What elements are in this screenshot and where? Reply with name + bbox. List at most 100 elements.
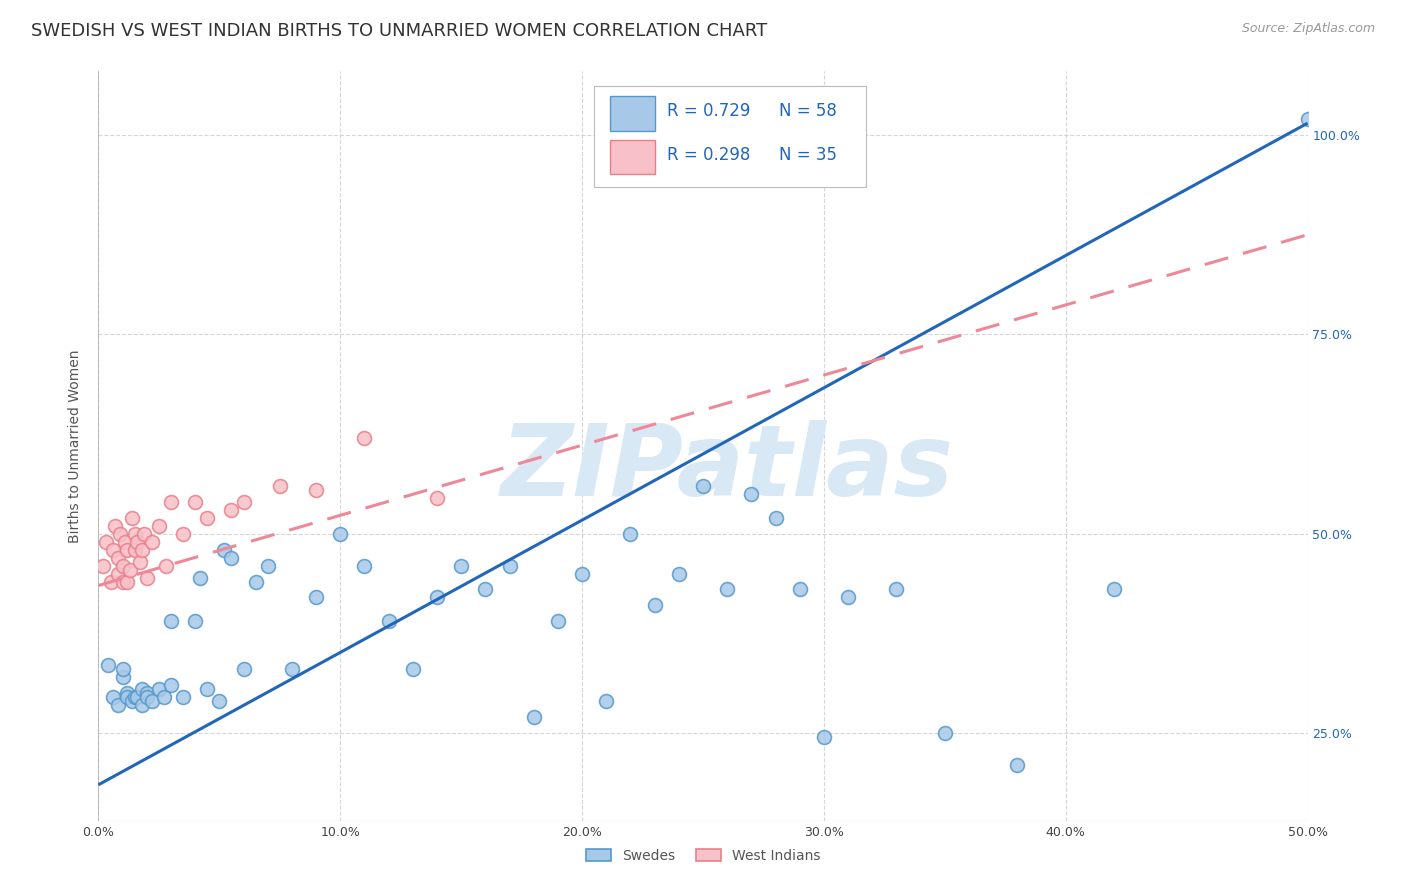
FancyBboxPatch shape [610, 96, 655, 130]
Point [97, 658, 120, 673]
Point [104, 518, 127, 533]
Text: SWEDISH VS WEST INDIAN BIRTHS TO UNMARRIED WOMEN CORRELATION CHART: SWEDISH VS WEST INDIAN BIRTHS TO UNMARRI… [31, 22, 768, 40]
Point [1102, 582, 1125, 597]
Point [188, 570, 211, 584]
Point [117, 542, 139, 557]
FancyBboxPatch shape [610, 139, 655, 174]
Point [107, 698, 129, 712]
Point [107, 550, 129, 565]
Point [547, 615, 569, 629]
Point [100, 574, 122, 589]
Point [134, 526, 156, 541]
Point [128, 555, 150, 569]
Point [668, 566, 690, 581]
Point [148, 682, 170, 697]
Point [789, 582, 811, 597]
Point [148, 518, 170, 533]
Point [305, 591, 328, 605]
Text: N = 35: N = 35 [779, 145, 837, 163]
Point [474, 582, 496, 597]
Point [256, 558, 278, 573]
Point [195, 510, 218, 524]
Point [571, 566, 593, 581]
Point [232, 662, 254, 676]
Point [184, 495, 207, 509]
Point [114, 534, 136, 549]
Point [117, 686, 139, 700]
Point [108, 526, 131, 541]
Legend: Swedes, West Indians: Swedes, West Indians [579, 842, 827, 870]
Point [692, 479, 714, 493]
Point [131, 542, 153, 557]
Point [101, 542, 124, 557]
Point [934, 726, 956, 740]
Point [837, 591, 859, 605]
Point [269, 479, 291, 493]
Point [117, 690, 139, 704]
Point [1296, 112, 1319, 127]
Point [101, 690, 124, 704]
Point [184, 615, 207, 629]
Point [135, 690, 157, 704]
Point [141, 694, 163, 708]
Point [111, 662, 134, 676]
Point [221, 550, 243, 565]
Point [135, 686, 157, 700]
Point [595, 694, 617, 708]
Point [426, 591, 449, 605]
Text: ZIPatlas: ZIPatlas [501, 420, 953, 517]
Point [498, 558, 520, 573]
Point [155, 558, 177, 573]
Point [402, 662, 425, 676]
Point [141, 534, 163, 549]
Point [107, 566, 129, 581]
Point [152, 690, 174, 704]
Point [117, 574, 139, 589]
Point [212, 542, 235, 557]
Text: Source: ZipAtlas.com: Source: ZipAtlas.com [1241, 22, 1375, 36]
Point [886, 582, 908, 597]
Point [91, 558, 114, 573]
Point [172, 690, 194, 704]
FancyBboxPatch shape [595, 87, 866, 187]
Point [353, 431, 375, 445]
Point [716, 582, 738, 597]
Point [111, 574, 134, 589]
Point [426, 491, 449, 505]
Point [118, 563, 141, 577]
Point [281, 662, 304, 676]
Point [208, 694, 231, 708]
Point [94, 534, 117, 549]
Point [135, 570, 157, 584]
Text: N = 58: N = 58 [779, 102, 837, 120]
Point [450, 558, 472, 573]
Point [377, 615, 399, 629]
Point [124, 542, 146, 557]
Point [124, 526, 146, 541]
Point [305, 483, 328, 497]
Point [523, 710, 546, 724]
Point [740, 487, 762, 501]
Point [329, 526, 352, 541]
Point [619, 526, 641, 541]
Point [131, 698, 153, 712]
Point [160, 615, 183, 629]
Point [127, 534, 149, 549]
Point [195, 682, 218, 697]
Point [221, 502, 243, 516]
Point [160, 495, 183, 509]
Point [111, 558, 134, 573]
Text: R = 0.298: R = 0.298 [666, 145, 749, 163]
Point [121, 510, 143, 524]
Point [245, 574, 267, 589]
Point [111, 670, 134, 684]
Point [131, 682, 153, 697]
Text: R = 0.729: R = 0.729 [666, 102, 749, 120]
Point [353, 558, 375, 573]
Point [121, 694, 143, 708]
Point [124, 690, 146, 704]
Point [160, 678, 183, 692]
Point [765, 510, 787, 524]
Point [644, 599, 666, 613]
Point [127, 690, 149, 704]
